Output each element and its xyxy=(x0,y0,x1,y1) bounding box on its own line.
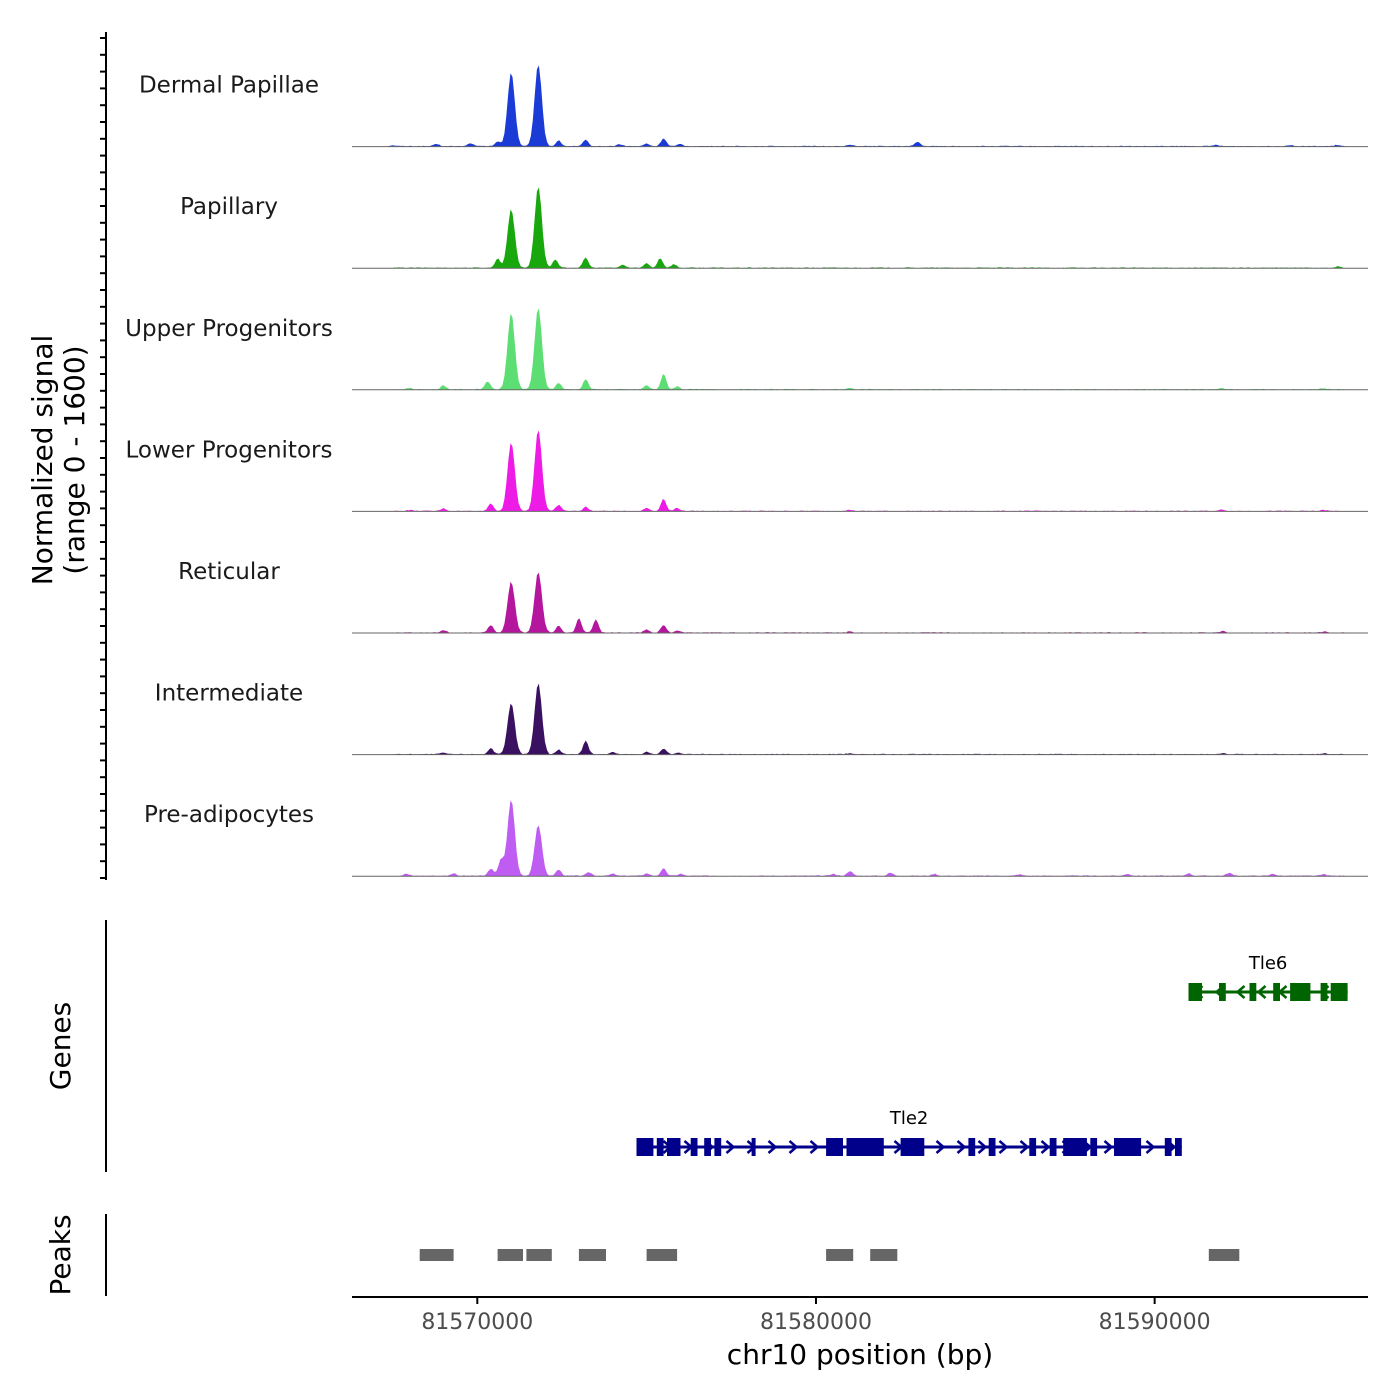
gene-model: Tle6 xyxy=(1188,953,1348,1001)
track-label: Pre-adipocytes xyxy=(144,802,314,828)
strand-arrow xyxy=(977,1140,988,1154)
peak-region xyxy=(578,1249,606,1261)
exon xyxy=(1219,983,1226,1001)
signal-area xyxy=(352,800,1368,877)
exon xyxy=(1249,983,1257,1001)
track-label: Dermal Papillae xyxy=(139,73,319,99)
gene-model: Tle2 xyxy=(636,1108,1182,1156)
signal-area xyxy=(352,308,1368,390)
signal-track: Dermal Papillae xyxy=(139,65,1368,148)
strand-arrow xyxy=(1145,1140,1156,1154)
exon xyxy=(1330,983,1348,1001)
strand-arrow xyxy=(1019,1140,1030,1154)
exon xyxy=(690,1138,698,1156)
strand-arrow xyxy=(725,1140,736,1154)
strand-arrow xyxy=(788,1140,799,1154)
signal-y-axis-ticks xyxy=(100,37,106,879)
track-label: Upper Progenitors xyxy=(125,316,333,342)
strand-arrow xyxy=(1256,985,1267,999)
strand-arrow xyxy=(956,1140,967,1154)
x-tick-label: 81570000 xyxy=(421,1310,533,1335)
strand-arrow xyxy=(998,1140,1009,1154)
x-tick-label: 81590000 xyxy=(1099,1310,1211,1335)
exon xyxy=(1290,983,1311,1001)
x-axis-title: chr10 position (bp) xyxy=(727,1338,993,1371)
exon xyxy=(1320,983,1328,1001)
peak-region xyxy=(497,1249,523,1261)
exon xyxy=(1164,1138,1172,1156)
signal-track: Reticular xyxy=(178,559,1368,634)
exon xyxy=(1029,1138,1037,1156)
genes-track-label: Genes xyxy=(44,1002,77,1090)
signal-y-label: Normalized signal (range 0 - 1600) xyxy=(26,335,91,586)
strand-arrow xyxy=(935,1140,946,1154)
signal-y-label-line2: (range 0 - 1600) xyxy=(58,345,91,574)
strand-arrow xyxy=(1235,985,1246,999)
exon xyxy=(968,1138,976,1156)
exon xyxy=(636,1138,654,1156)
peak-region xyxy=(826,1249,854,1261)
peak-region xyxy=(1208,1249,1240,1261)
x-tick-label: 81580000 xyxy=(760,1310,872,1335)
peaks-track xyxy=(419,1249,1240,1261)
track-label: Intermediate xyxy=(155,681,303,707)
peak-region xyxy=(870,1249,898,1261)
exon xyxy=(714,1138,722,1156)
signal-area xyxy=(352,430,1368,512)
signal-area xyxy=(352,187,1368,269)
signal-area xyxy=(352,572,1368,633)
gene-label: Tle2 xyxy=(889,1108,929,1129)
strand-arrow xyxy=(1103,1140,1114,1154)
signal-track: Upper Progenitors xyxy=(125,308,1368,391)
strand-arrow xyxy=(809,1140,820,1154)
exon xyxy=(1273,983,1280,1001)
track-label: Reticular xyxy=(178,559,280,585)
x-axis-ticks: 81570000 81580000 81590000 xyxy=(421,1297,1211,1335)
signal-area xyxy=(352,683,1368,755)
exon xyxy=(751,1138,756,1156)
exon xyxy=(656,1138,664,1156)
exon xyxy=(1049,1138,1057,1156)
signal-y-label-line1: Normalized signal xyxy=(26,335,59,586)
peaks-track-label: Peaks xyxy=(44,1214,77,1295)
peak-region xyxy=(526,1249,552,1261)
exon xyxy=(1114,1138,1142,1156)
exon xyxy=(704,1138,711,1156)
track-label: Papillary xyxy=(180,194,278,220)
exon xyxy=(988,1138,996,1156)
strand-arrow xyxy=(1040,1140,1051,1154)
exon xyxy=(826,1138,843,1156)
exon xyxy=(667,1138,681,1156)
exon xyxy=(1090,1138,1098,1156)
exon xyxy=(900,1138,925,1156)
signal-track: Lower Progenitors xyxy=(126,430,1368,512)
signal-track: Pre-adipocytes xyxy=(144,800,1368,877)
genes-track: Tle6 Tle2 xyxy=(636,953,1348,1156)
signal-area xyxy=(352,65,1368,147)
peak-region xyxy=(419,1249,454,1261)
exon xyxy=(846,1138,884,1156)
signal-track: Intermediate xyxy=(155,681,1368,756)
track-label: Lower Progenitors xyxy=(126,437,333,463)
strand-arrow xyxy=(767,1140,778,1154)
exon xyxy=(1175,1138,1182,1156)
signal-tracks: Dermal Papillae Papillary Upper Progenitor… xyxy=(125,65,1368,877)
gene-label: Tle6 xyxy=(1248,953,1288,974)
exon xyxy=(1063,1138,1087,1156)
exon xyxy=(1188,983,1202,1001)
peak-region xyxy=(646,1249,678,1261)
signal-track: Papillary xyxy=(180,187,1368,269)
